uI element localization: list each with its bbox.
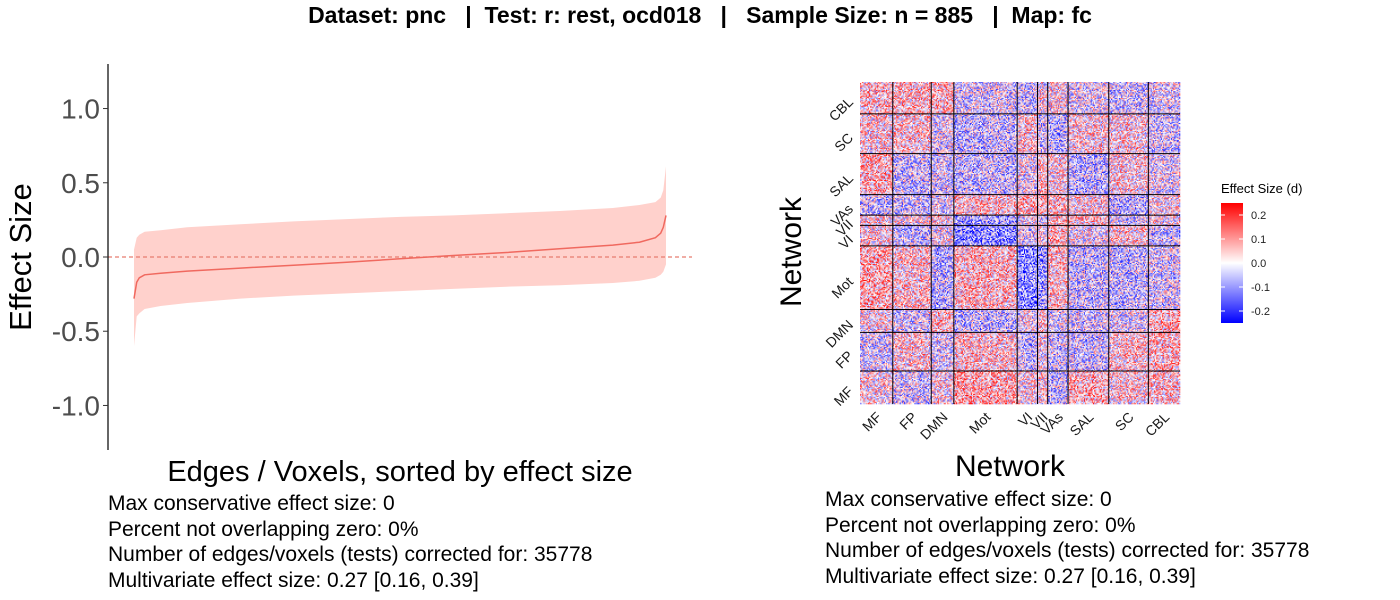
heatmap-cells xyxy=(860,82,1180,404)
network-heatmap-chart: MFMFFPFPDMNDMNMotMotVIVIVIIVIIVAsVAsSALS… xyxy=(0,0,1400,490)
